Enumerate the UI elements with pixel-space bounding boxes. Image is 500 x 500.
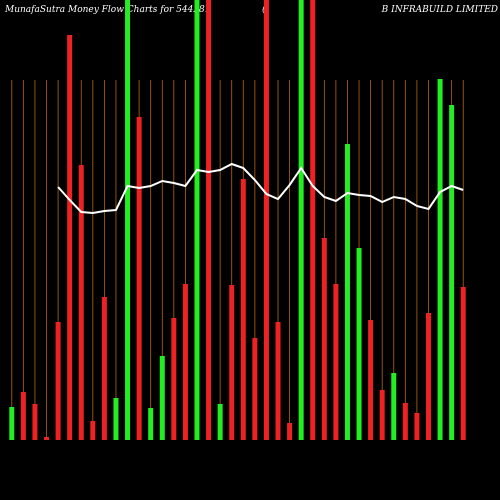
chart-title-right: B INFRABUILD LIMITED	[381, 5, 498, 15]
bar	[298, 0, 304, 440]
bar	[171, 318, 177, 440]
bar	[136, 117, 142, 440]
bar	[90, 421, 96, 440]
bar	[44, 437, 50, 440]
bar	[414, 413, 420, 440]
bar	[229, 285, 235, 440]
bar	[217, 404, 223, 440]
bar	[402, 403, 408, 440]
bar	[182, 284, 188, 440]
bar	[263, 0, 269, 440]
bar	[194, 0, 200, 440]
bar	[356, 248, 362, 440]
bar	[344, 144, 350, 440]
bar	[310, 0, 316, 440]
bar	[20, 392, 26, 440]
bar	[159, 356, 165, 440]
bar	[240, 179, 246, 440]
bar	[252, 338, 258, 440]
bar	[55, 322, 61, 440]
bar	[101, 297, 107, 440]
chart-title: MunafaSutra Money Flow Charts for 544281	[4, 5, 211, 15]
bar	[113, 398, 119, 440]
bar	[206, 0, 212, 440]
bar	[391, 373, 397, 440]
bar	[67, 35, 73, 440]
bar	[148, 408, 154, 440]
bar	[78, 165, 84, 440]
bar	[287, 423, 293, 440]
bar	[32, 404, 38, 440]
bar	[125, 0, 131, 440]
trend-line	[57, 162, 464, 215]
bar	[449, 105, 455, 440]
bar	[379, 390, 385, 440]
bar	[321, 238, 327, 440]
bar	[368, 320, 374, 440]
bar	[437, 79, 443, 440]
bar	[460, 287, 466, 440]
bar	[9, 407, 15, 440]
bar	[425, 313, 431, 440]
bar	[275, 322, 281, 440]
bar	[333, 284, 339, 440]
